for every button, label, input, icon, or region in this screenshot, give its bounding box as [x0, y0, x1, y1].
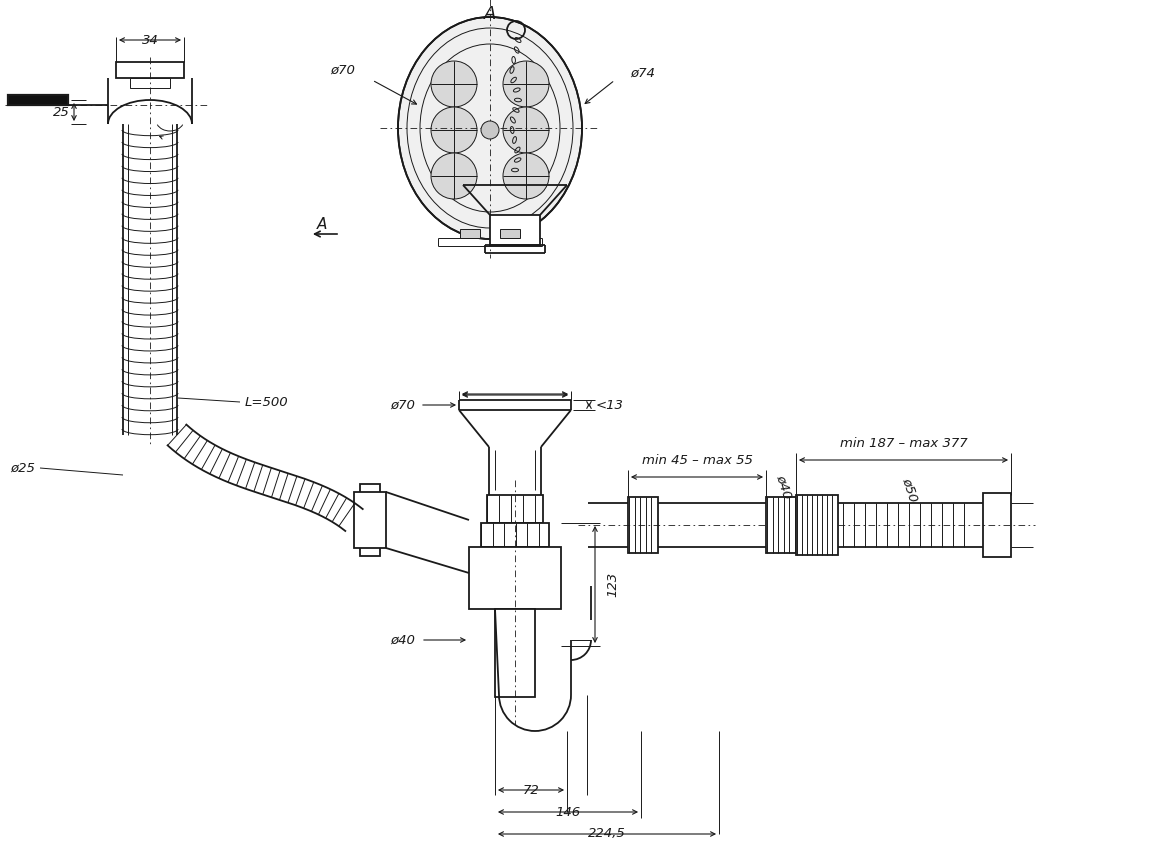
Circle shape	[503, 61, 548, 107]
Text: L=500: L=500	[245, 395, 288, 408]
Bar	[983, 493, 1011, 557]
Circle shape	[503, 107, 548, 153]
Bar	[500, 229, 520, 238]
Bar	[488, 495, 543, 523]
Bar	[360, 484, 380, 556]
Bar	[116, 62, 184, 78]
Bar	[8, 95, 68, 105]
Text: 25: 25	[53, 105, 69, 118]
Text: ø25: ø25	[11, 461, 35, 474]
Bar	[766, 497, 796, 553]
Circle shape	[431, 153, 477, 199]
Bar	[130, 78, 170, 88]
Bar	[628, 497, 657, 553]
Circle shape	[431, 107, 477, 153]
Text: ø50: ø50	[900, 476, 920, 504]
Text: A: A	[484, 5, 496, 23]
Bar	[481, 523, 548, 547]
Circle shape	[503, 153, 548, 199]
Bar	[495, 609, 534, 697]
Text: ø70: ø70	[390, 399, 415, 412]
Text: 146: 146	[556, 805, 580, 818]
Text: 224,5: 224,5	[588, 828, 626, 841]
Ellipse shape	[398, 17, 582, 239]
Bar	[469, 547, 561, 609]
Text: 72: 72	[523, 783, 539, 796]
Text: ø40: ø40	[390, 633, 415, 646]
Bar	[459, 229, 481, 238]
Text: ø74: ø74	[631, 67, 655, 80]
Bar	[490, 215, 540, 245]
Circle shape	[431, 61, 477, 107]
Text: ø40: ø40	[774, 473, 793, 501]
Circle shape	[481, 121, 499, 139]
Text: ø70: ø70	[331, 63, 355, 76]
Text: A: A	[316, 217, 327, 231]
Text: 34: 34	[142, 33, 158, 46]
Text: min 45 – max 55: min 45 – max 55	[641, 454, 752, 467]
Bar	[796, 495, 838, 555]
Bar	[354, 492, 386, 548]
Text: <13: <13	[597, 399, 624, 412]
Text: 123: 123	[606, 572, 620, 597]
Text: min 187 – max 377: min 187 – max 377	[839, 437, 967, 449]
